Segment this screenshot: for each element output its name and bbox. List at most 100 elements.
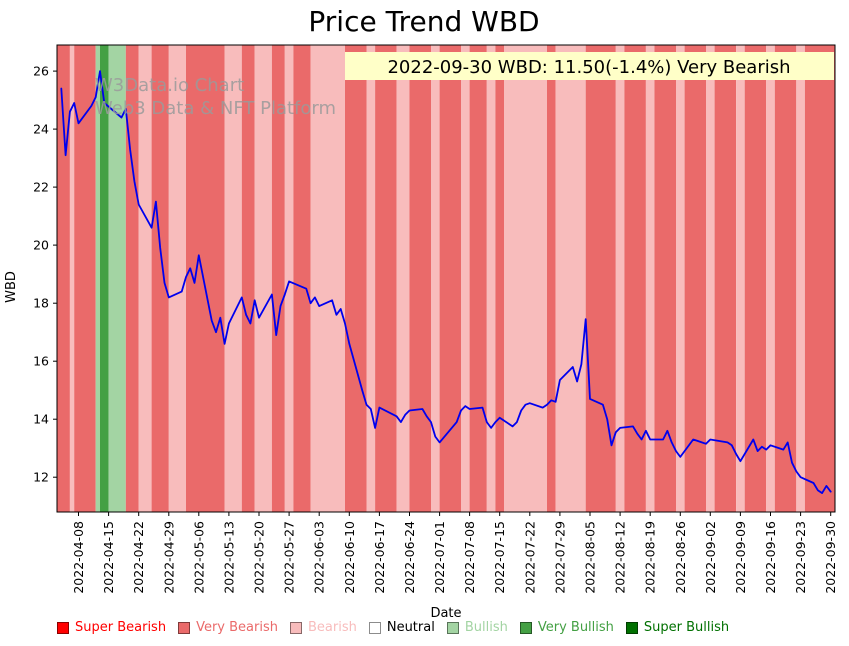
sentiment-band-bearish xyxy=(645,45,655,512)
x-axis-label: Date xyxy=(430,606,461,621)
legend-label-very-bullish: Very Bullish xyxy=(537,620,614,635)
sentiment-band-bullish xyxy=(95,45,100,512)
watermark-line1: W3Data.io Chart xyxy=(95,75,244,96)
sentiment-band-bearish xyxy=(431,45,440,512)
annotation-box xyxy=(345,52,834,80)
y-tick-label: 22 xyxy=(33,180,49,195)
legend-item-bearish: Bearish xyxy=(289,620,357,635)
y-tick-label: 20 xyxy=(33,238,49,253)
x-tick-label: 2022-07-22 xyxy=(522,521,537,594)
sentiment-band-very-bearish xyxy=(744,45,767,512)
x-tick-label: 2022-09-16 xyxy=(763,521,778,594)
y-tick-label: 16 xyxy=(33,354,49,369)
sentiment-band-bearish xyxy=(555,45,586,512)
legend-item-bullish: Bullish xyxy=(446,620,508,635)
legend-item-neutral: Neutral xyxy=(368,620,435,635)
y-axis-label: WBD xyxy=(4,271,19,303)
sentiment-band-bullish xyxy=(108,45,126,512)
x-tick-label: 2022-05-13 xyxy=(221,521,236,594)
legend-label-very-bearish: Very Bearish xyxy=(196,620,278,635)
sentiment-band-very-bearish xyxy=(345,45,367,512)
sentiment-band-bearish xyxy=(615,45,625,512)
x-tick-label: 2022-08-19 xyxy=(643,521,658,594)
x-tick-label: 2022-06-03 xyxy=(312,521,327,594)
sentiment-band-very-bearish xyxy=(241,45,255,512)
chart-title: Price Trend WBD xyxy=(308,5,539,38)
sentiment-band-very-bearish xyxy=(74,45,96,512)
sentiment-band-very-bearish xyxy=(57,45,70,512)
sentiment-band-very-bearish xyxy=(804,45,835,512)
sentiment-band-bearish xyxy=(706,45,715,512)
x-tick-label: 2022-04-29 xyxy=(161,521,176,594)
legend-swatch-very-bullish xyxy=(519,621,532,634)
x-tick-label: 2022-06-24 xyxy=(402,521,417,594)
axes-layer: 12 14 16 18 20 22 24 26 2022-04-08 2022-04-15 2022… xyxy=(33,44,838,594)
y-tick-label: 24 xyxy=(33,122,49,137)
legend-swatch-neutral xyxy=(368,621,381,634)
sentiment-band-very-bearish xyxy=(469,45,487,512)
sentiment-band-very-bearish xyxy=(714,45,737,512)
sentiment-band-bearish xyxy=(138,45,152,512)
legend-item-very-bearish: Very Bearish xyxy=(178,620,278,635)
legend-swatch-bullish xyxy=(446,621,459,634)
x-tick-label: 2022-06-17 xyxy=(372,521,387,594)
plot-border xyxy=(56,44,836,513)
y-tick-label: 18 xyxy=(33,296,49,311)
sentiment-band-very-bullish xyxy=(100,45,109,512)
x-tick-label: 2022-09-09 xyxy=(733,521,748,594)
x-tick-label: 2022-07-01 xyxy=(432,521,447,594)
x-tick-label: 2022-07-08 xyxy=(462,521,477,594)
sentiment-band-very-bearish xyxy=(151,45,169,512)
sentiment-band-bearish xyxy=(310,45,345,512)
x-tick-label: 2022-04-15 xyxy=(101,521,116,594)
sentiment-band-very-bearish xyxy=(125,45,139,512)
sentiment-band-bearish xyxy=(396,45,410,512)
sentiment-band-bearish xyxy=(766,45,775,512)
sentiment-bands-layer xyxy=(57,45,835,512)
sentiment-band-very-bearish xyxy=(654,45,676,512)
x-tick-label: 2022-08-12 xyxy=(613,521,628,594)
annotation-text: 2022-09-30 WBD: 11.50(-1.4%) Very Bearis… xyxy=(387,57,790,78)
legend-item-very-bullish: Very Bullish xyxy=(519,620,614,635)
sentiment-band-very-bearish xyxy=(375,45,397,512)
x-tick-label: 2022-07-29 xyxy=(552,521,567,594)
watermark-line2: Web3 Data & NFT Platform xyxy=(95,98,336,119)
x-tick-label: 2022-09-23 xyxy=(793,521,808,594)
sentiment-band-bearish xyxy=(224,45,242,512)
sentiment-band-very-bearish xyxy=(439,45,462,512)
sentiment-band-very-bearish xyxy=(547,45,556,512)
legend-label-neutral: Neutral xyxy=(386,620,435,635)
x-tick-label: 2022-09-02 xyxy=(703,521,718,594)
sentiment-band-very-bearish xyxy=(495,45,504,512)
legend-item-super-bearish: Super Bearish xyxy=(57,620,166,635)
sentiment-band-bearish xyxy=(796,45,805,512)
legend-item-super-bullish: Super Bullish xyxy=(625,620,730,635)
legend: Super Bearish Very Bearish Bearish Neutral B… xyxy=(57,620,729,635)
x-tick-label: 2022-05-27 xyxy=(282,521,297,594)
legend-swatch-very-bearish xyxy=(178,621,191,634)
sentiment-band-very-bearish xyxy=(271,45,285,512)
legend-swatch-super-bullish xyxy=(625,621,638,634)
sentiment-band-very-bearish xyxy=(409,45,431,512)
x-tick-label: 2022-05-06 xyxy=(191,521,206,594)
legend-label-super-bearish: Super Bearish xyxy=(75,620,167,635)
sentiment-band-bearish xyxy=(486,45,496,512)
legend-label-super-bullish: Super Bullish xyxy=(643,620,730,635)
x-tick-label: 2022-09-30 xyxy=(823,521,838,594)
x-tick-label: 2022-04-22 xyxy=(131,521,146,594)
sentiment-band-very-bearish xyxy=(684,45,707,512)
price-line-layer xyxy=(60,70,832,495)
sentiment-band-bearish xyxy=(676,45,685,512)
sentiment-band-bearish xyxy=(366,45,376,512)
x-tick-label: 2022-04-08 xyxy=(71,521,86,594)
x-tick-label: 2022-06-10 xyxy=(342,521,357,594)
sentiment-band-very-bearish xyxy=(293,45,311,512)
y-tick-label: 14 xyxy=(33,412,49,427)
sentiment-band-bearish xyxy=(461,45,470,512)
sentiment-band-bearish xyxy=(254,45,272,512)
x-tick-label: 2022-08-05 xyxy=(583,521,598,594)
x-tick-label: 2022-08-26 xyxy=(673,521,688,594)
legend-label-bullish: Bullish xyxy=(464,620,508,635)
